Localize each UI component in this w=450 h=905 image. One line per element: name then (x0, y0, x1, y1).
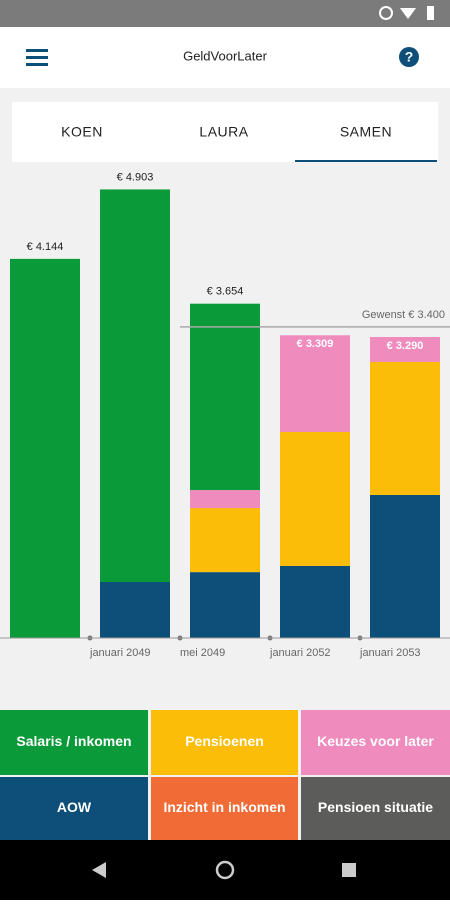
reference-label: Gewenst € 3.400 (362, 309, 445, 321)
x-tick-label: januari 2053 (359, 647, 421, 659)
wifi-icon (400, 8, 416, 19)
total-label: € 3.290 (387, 340, 424, 352)
bar-segment (280, 431, 350, 566)
tab-label[interactable]: LAURA (199, 124, 248, 140)
menu-tile[interactable] (151, 777, 298, 840)
bar-segment (190, 572, 260, 638)
help-button[interactable]: ? (399, 47, 419, 67)
menu-tile[interactable] (0, 777, 148, 840)
bar-segment (280, 335, 350, 432)
svg-text:?: ? (405, 49, 414, 65)
bar-segment (280, 565, 350, 638)
bar-segment (370, 336, 440, 362)
total-label: € 4.903 (117, 171, 154, 183)
menu-tile-label[interactable]: Keuzes voor later (317, 733, 434, 749)
x-tick-label: mei 2049 (180, 647, 225, 659)
bar-segment (10, 258, 80, 638)
menu-tile-label[interactable]: Salaris / inkomen (16, 733, 131, 749)
x-tick-label: januari 2049 (89, 647, 151, 659)
tab-label[interactable]: SAMEN (340, 124, 392, 140)
app-title: GeldVoorLater (183, 48, 268, 63)
total-label: € 3.654 (207, 286, 244, 298)
total-label: € 3.309 (297, 338, 334, 350)
app-bar (0, 27, 450, 88)
nav-bar (0, 840, 450, 900)
bar-segment (190, 303, 260, 491)
bar-segment (190, 508, 260, 573)
menu-tile-label[interactable]: AOW (57, 799, 92, 815)
battery-icon (427, 6, 434, 20)
menu-tile[interactable] (0, 710, 148, 775)
nav-home[interactable] (215, 860, 235, 880)
nav-back[interactable] (92, 862, 106, 878)
x-tick-label: januari 2052 (269, 647, 331, 659)
menu-tile-label[interactable]: Pensioenen (185, 733, 264, 749)
tab-indicator (295, 160, 437, 162)
total-label: € 4.144 (27, 241, 64, 253)
menu-tile[interactable] (301, 777, 450, 840)
status-bar (0, 0, 450, 27)
bar-segment (100, 582, 170, 638)
status-icon (379, 6, 393, 20)
bar-segment (100, 189, 170, 583)
tab-label[interactable]: KOEN (61, 124, 103, 140)
menu-tile-label[interactable]: Pensioen situatie (318, 799, 433, 815)
menu-tile-label[interactable]: Inzicht in inkomen (163, 799, 285, 815)
menu-tile[interactable] (151, 710, 298, 775)
menu-tile[interactable] (301, 710, 450, 775)
bar-segment (370, 361, 440, 496)
menu-button[interactable] (26, 49, 48, 66)
tab-bar (12, 102, 438, 162)
nav-recent[interactable] (342, 863, 356, 877)
bar-segment (370, 495, 440, 638)
bar-segment (190, 490, 260, 509)
